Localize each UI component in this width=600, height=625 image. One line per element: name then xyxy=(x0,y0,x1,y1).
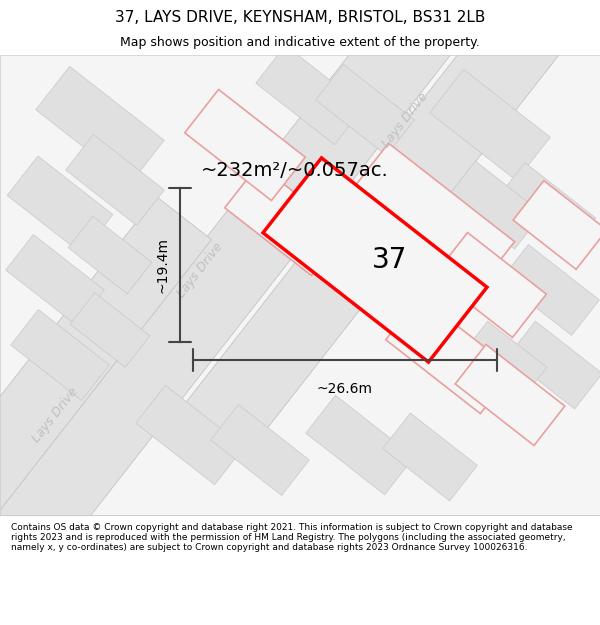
Text: ~26.6m: ~26.6m xyxy=(317,382,373,396)
Polygon shape xyxy=(306,395,414,495)
Polygon shape xyxy=(0,0,467,586)
Polygon shape xyxy=(70,292,150,367)
Polygon shape xyxy=(383,413,478,501)
Polygon shape xyxy=(513,181,600,269)
Polygon shape xyxy=(494,162,596,258)
Text: ~19.4m: ~19.4m xyxy=(156,237,170,293)
Polygon shape xyxy=(263,158,487,362)
Polygon shape xyxy=(0,196,211,625)
Polygon shape xyxy=(183,0,600,456)
Polygon shape xyxy=(434,232,547,338)
Polygon shape xyxy=(65,134,164,226)
Polygon shape xyxy=(225,164,345,276)
Polygon shape xyxy=(500,244,599,336)
Polygon shape xyxy=(7,156,113,254)
Polygon shape xyxy=(386,296,514,414)
Polygon shape xyxy=(508,321,600,409)
Text: Lays Drive: Lays Drive xyxy=(175,240,226,300)
Polygon shape xyxy=(256,45,364,145)
Text: Lays Drive: Lays Drive xyxy=(380,90,430,150)
Text: 37, LAYS DRIVE, KEYNSHAM, BRISTOL, BS31 2LB: 37, LAYS DRIVE, KEYNSHAM, BRISTOL, BS31 … xyxy=(115,10,485,25)
Text: Contains OS data © Crown copyright and database right 2021. This information is : Contains OS data © Crown copyright and d… xyxy=(11,522,572,552)
Polygon shape xyxy=(185,89,305,201)
Polygon shape xyxy=(346,143,515,297)
Text: Lays Drive: Lays Drive xyxy=(29,385,80,445)
Polygon shape xyxy=(136,385,244,485)
Polygon shape xyxy=(5,234,104,326)
Text: Map shows position and indicative extent of the property.: Map shows position and indicative extent… xyxy=(120,36,480,49)
Polygon shape xyxy=(456,244,544,326)
Text: ~232m²/~0.057ac.: ~232m²/~0.057ac. xyxy=(201,161,389,179)
Text: 37: 37 xyxy=(373,246,407,274)
Polygon shape xyxy=(463,321,547,399)
Polygon shape xyxy=(11,309,109,401)
Polygon shape xyxy=(455,344,565,446)
Polygon shape xyxy=(316,64,415,156)
Polygon shape xyxy=(68,216,152,294)
Polygon shape xyxy=(211,404,310,496)
Polygon shape xyxy=(36,66,164,184)
Polygon shape xyxy=(448,161,542,249)
Polygon shape xyxy=(430,69,550,181)
